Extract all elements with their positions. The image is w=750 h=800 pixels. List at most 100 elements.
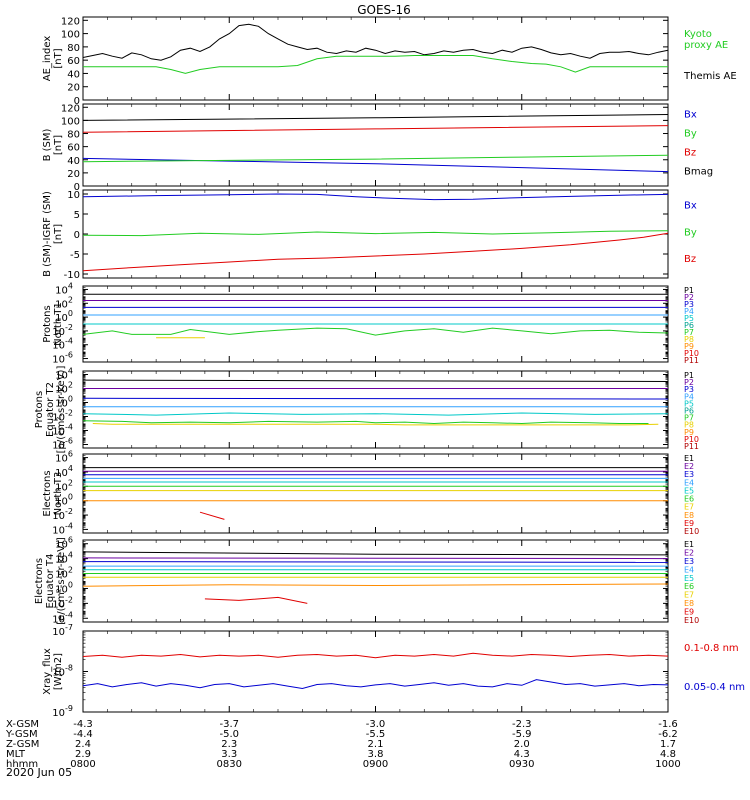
y-tick-label: 40 — [67, 156, 80, 167]
y-tick-label: 100 — [61, 30, 80, 41]
legend-label-e8: E8 — [684, 511, 694, 520]
panel-2: 0 20 40 60 80 100 120 B (SM) [nT] Bx By Bz Bmag — [42, 103, 713, 193]
y-axis-title: Equator T2 — [45, 382, 56, 437]
y-axis-title: [p/(cm²-s-sr-keV)] — [56, 366, 67, 454]
legend-label-p2: P2 — [684, 378, 694, 387]
x-axis-value-zgsm: 2.1 — [368, 739, 384, 750]
x-axis-value-hhmm: 0800 — [70, 759, 95, 770]
series-line-by — [83, 230, 668, 237]
series-line-by — [83, 154, 668, 163]
x-axis-value-zgsm: 2.3 — [221, 739, 237, 750]
x-axis-value-mlt: 3.3 — [221, 749, 237, 760]
legend-label-kyoto: Kyoto — [684, 29, 712, 40]
series-line-bx — [83, 157, 668, 173]
y-axis-title: Protons — [34, 391, 45, 428]
legend-label-0-05-0-4-nm: 0.05-0.4 nm — [684, 682, 745, 693]
legend-label-p6: P6 — [684, 321, 694, 330]
y-tick-label: 10-4 — [52, 610, 73, 625]
y-axis-title: [e/(cm²-s-sr-keV)] — [56, 537, 67, 625]
y-tick-label: 104 — [55, 464, 73, 479]
x-axis-value-mlt: 3.8 — [368, 749, 384, 760]
y-tick-label: 120 — [61, 103, 80, 114]
series-line-bz — [83, 125, 668, 133]
series-line-themis-ae — [83, 23, 668, 61]
y-axis-title: Electrons — [34, 558, 45, 604]
legend-label-e5: E5 — [684, 486, 694, 495]
y-tick-label: 0 — [74, 96, 80, 107]
y-tick-label: -10 — [64, 270, 80, 281]
legend-label-e2: E2 — [684, 462, 694, 471]
y-tick-label: 10-2 — [52, 323, 73, 338]
series-line-0-1-0-8-nm — [83, 652, 668, 659]
y-tick-label: 104 — [55, 551, 73, 566]
legend-label-proxy-ae: proxy AE — [684, 40, 728, 51]
legend-label-p4: P4 — [684, 307, 694, 316]
panel-frame — [82, 103, 669, 187]
series-line-bx — [83, 193, 668, 201]
panel-frame — [82, 16, 669, 101]
legend-label-p7: P7 — [684, 414, 694, 423]
x-axis-value-hhmm: 0930 — [509, 759, 534, 770]
series-line-e9 — [204, 596, 308, 604]
y-tick-label: 10-8 — [52, 664, 73, 679]
x-axis-value-hhmm: 0900 — [363, 759, 388, 770]
legend-label-e3: E3 — [684, 470, 694, 479]
legend-label-bz: Bz — [684, 147, 696, 158]
legend-label-p10: P10 — [684, 435, 699, 444]
panel-8: 10-9 10-8 10-7 Xray_flux [W/m2] 0.1-0.8 nm 0.0… — [42, 623, 745, 719]
date-label: 2020 Jun 05 — [6, 766, 72, 779]
legend-label-p5: P5 — [684, 314, 694, 323]
y-tick-label: 10-2 — [52, 595, 73, 610]
series-group — [83, 193, 668, 272]
x-axis-row-label: Y-GSM — [5, 729, 38, 740]
panel-frame — [82, 453, 669, 534]
panel-frame — [82, 630, 669, 713]
legend-label-e10: E10 — [684, 527, 699, 536]
y-axis-title: B (SM)-IGRF (SM) — [42, 191, 53, 277]
y-axis-title: [nT] — [53, 48, 64, 68]
y-tick-label: 10 — [67, 190, 80, 201]
legend-label-p4: P4 — [684, 392, 694, 401]
y-tick-label: 104 — [55, 367, 73, 382]
y-tick-label: 80 — [67, 43, 80, 54]
x-axis-value-ygsm: -5.5 — [366, 729, 386, 740]
series-group — [83, 114, 668, 173]
panel-frame — [82, 370, 669, 449]
y-tick-label: 10-2 — [52, 507, 73, 522]
legend-label-e6: E6 — [684, 495, 694, 504]
x-axis-row-label: Z-GSM — [6, 739, 39, 750]
x-axis-value-zgsm: 2.4 — [75, 739, 91, 750]
legend-label-e6: E6 — [684, 582, 694, 591]
y-tick-label: 10-4 — [52, 521, 73, 536]
legend-label-e3: E3 — [684, 557, 694, 566]
y-tick-label: 80 — [67, 130, 80, 141]
legend-label-p3: P3 — [684, 385, 694, 394]
y-tick-label: 102 — [55, 381, 73, 396]
y-axis-title: Electrons — [42, 470, 53, 516]
y-tick-label: 106 — [55, 450, 73, 465]
y-axis-title: Equator T4 — [45, 554, 56, 609]
y-tick-label: 106 — [55, 536, 73, 551]
series-group — [83, 652, 668, 690]
legend-label-bx: Bx — [684, 109, 697, 120]
x-axis-value-xgsm: -2.3 — [512, 719, 532, 730]
y-tick-label: 102 — [55, 566, 73, 581]
y-tick-label: 0 — [74, 182, 80, 193]
x-axis-row-label: hhmm — [6, 759, 38, 770]
legend-label-by: By — [684, 128, 697, 139]
series-line-e1 — [83, 551, 668, 556]
y-tick-label: 20 — [67, 83, 80, 94]
series-line-e8 — [83, 583, 668, 587]
y-axis-title: North T1 — [53, 302, 64, 346]
series-group — [83, 23, 668, 74]
legend-label-p1: P1 — [684, 286, 694, 295]
legend-label-e9: E9 — [684, 608, 694, 617]
y-tick-label: 10-4 — [52, 337, 73, 352]
legend-label-0-1-0-8-nm: 0.1-0.8 nm — [684, 643, 739, 654]
x-axis-value-xgsm: -4.3 — [73, 719, 93, 730]
series-line-e9 — [199, 511, 225, 520]
